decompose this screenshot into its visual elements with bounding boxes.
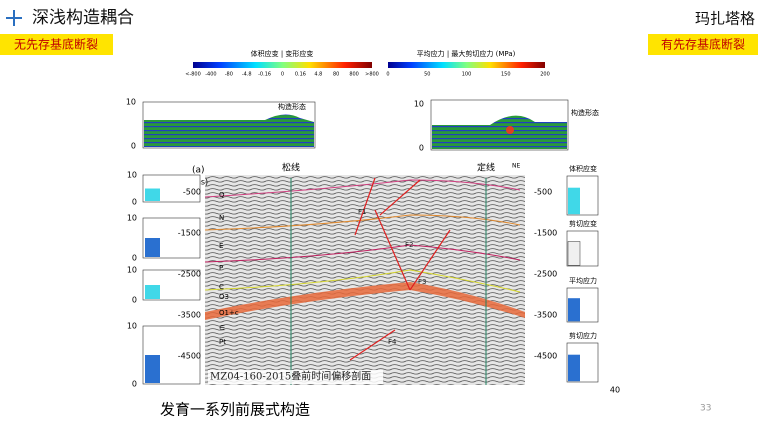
horizon-label: E <box>219 242 223 250</box>
y-tick-label: -500 <box>534 188 552 197</box>
panel-label: 体积应变 <box>569 164 597 173</box>
horizon <box>204 179 521 198</box>
colorbar-tick: 4.8 <box>314 72 322 78</box>
panel-label: (a) <box>192 166 205 176</box>
colorbar-tick: -0.16 <box>258 72 271 78</box>
small-panel-fill <box>145 238 160 257</box>
y-tick-label: 0 <box>132 380 137 389</box>
line-label: 松线 <box>282 162 300 174</box>
left-model-label: 构造形态 <box>278 102 306 111</box>
fault-label: F2 <box>405 241 413 249</box>
fault-label: F3 <box>418 278 426 286</box>
colorbar-title: 体积应变 | 变形应变 <box>251 49 314 58</box>
small-panel-fill <box>567 241 581 266</box>
y-tick-label: 0 <box>132 254 137 263</box>
horizon <box>204 269 521 293</box>
panel-label: 剪切应力 <box>569 331 597 340</box>
right-model-strata <box>432 115 567 149</box>
y-tick-label: 10 <box>126 98 136 107</box>
horizon-label: ∈ <box>219 324 225 332</box>
y-tick-label: -1500 <box>178 229 201 238</box>
y-tick-label: 0 <box>132 198 137 207</box>
left-tag-bg <box>0 34 113 55</box>
horizon-label: Pt <box>219 338 226 346</box>
colorbar-tick: 0 <box>386 72 389 78</box>
small-panel-fill <box>568 187 580 215</box>
y-tick-label: 0 <box>132 296 137 305</box>
colorbar-title: 平均应力 | 最大剪切应力 (MPa) <box>417 49 516 58</box>
caption: MZ04-160-2015叠前时间偏移剖面 <box>210 370 371 383</box>
caption-bg <box>208 370 383 384</box>
y-tick-label: -500 <box>183 188 201 197</box>
left-tag: 无先存基底断裂 <box>14 37 98 52</box>
y-tick-label: 0 <box>419 144 424 153</box>
horizon-label: C <box>219 283 224 291</box>
y-tick-label: -3500 <box>178 311 201 320</box>
colorbar-tick: -400 <box>205 72 216 78</box>
colorbar <box>193 62 372 68</box>
colorbar-tick: 150 <box>501 72 511 78</box>
left-model-strata <box>144 114 314 147</box>
panel-label: 平均应力 <box>569 276 597 285</box>
y-tick-label: -1500 <box>534 229 557 238</box>
colorbar-tick: 0 <box>281 72 284 78</box>
horizon-label: O3 <box>219 293 229 301</box>
y-tick-label: 0 <box>131 142 136 151</box>
colorbar-tick: 200 <box>540 72 550 78</box>
y-tick-label: 10 <box>127 266 137 275</box>
small-panel-fill <box>145 355 160 383</box>
horizon <box>204 244 521 263</box>
fault <box>349 177 451 361</box>
direction: NE <box>512 163 520 170</box>
small-panel-fill <box>568 298 580 322</box>
y-tick-label: -2500 <box>534 270 557 279</box>
colorbar-tick: >800 <box>365 72 379 78</box>
x-end: 40 <box>610 386 620 395</box>
colorbar-tick: 80 <box>333 72 339 78</box>
small-panel-fill <box>145 285 160 299</box>
colorbar-tick: 100 <box>462 72 472 78</box>
colorbar-tick: 0.16 <box>295 72 306 78</box>
right-model-label: 构造形态 <box>571 108 599 117</box>
right-model-spot <box>506 126 514 134</box>
colorbar <box>388 62 545 68</box>
fault-label: F1 <box>358 208 366 216</box>
horizon-label: Q <box>219 191 225 199</box>
horizon-label: N <box>219 214 224 222</box>
y-tick-label: 10 <box>414 100 424 109</box>
colorbar-tick: 800 <box>349 72 359 78</box>
y-tick-label: 10 <box>127 322 137 331</box>
y-tick-label: -3500 <box>534 311 557 320</box>
y-tick-label: -2500 <box>178 270 201 279</box>
orange-band <box>205 282 525 320</box>
line-label: 定线 <box>477 162 495 174</box>
horizon-label: P <box>219 264 223 272</box>
y-tick-label: -4500 <box>534 352 557 361</box>
title: 深浅构造耦合 <box>32 8 134 28</box>
colorbar-tick: -80 <box>225 72 233 78</box>
right-tag-bg <box>648 34 758 55</box>
horizon <box>204 214 521 231</box>
small-panel-fill <box>145 188 160 201</box>
panel-label: 剪切应变 <box>569 219 597 228</box>
colorbar-tick: -4.8 <box>242 72 252 78</box>
colorbar-tick: <-800 <box>185 72 201 78</box>
y-tick-label: 10 <box>127 171 137 180</box>
horizon-label: O1+c <box>219 309 239 317</box>
colorbar-tick: 50 <box>424 72 430 78</box>
small-panel-fill <box>568 354 580 382</box>
location: 玛扎塔格 <box>695 10 755 28</box>
right-tag: 有先存基底断裂 <box>661 37 745 52</box>
y-tick-label: -4500 <box>178 352 201 361</box>
footer-text: 发育一系列前展式构造 <box>160 401 310 419</box>
fault-label: F4 <box>388 338 397 346</box>
y-tick-label: 10 <box>127 214 137 223</box>
header-icon <box>6 10 22 26</box>
page-number: 33 <box>700 404 711 414</box>
